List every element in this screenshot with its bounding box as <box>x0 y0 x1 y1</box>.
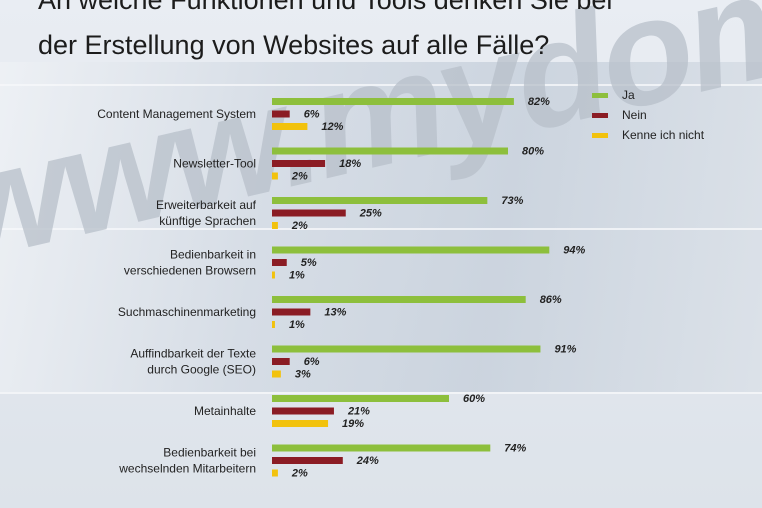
data-label: 25% <box>359 208 382 220</box>
category-label: Metainhalte <box>194 404 256 418</box>
data-label: 91% <box>554 344 576 356</box>
data-label: 2% <box>291 468 308 480</box>
data-label: 1% <box>289 270 305 282</box>
bar-2 <box>272 321 275 328</box>
category-label: Bedienbarkeit in <box>170 248 256 262</box>
background-stripe <box>0 228 762 230</box>
category-label: verschiedenen Browsern <box>124 264 256 278</box>
data-label: 74% <box>504 443 526 455</box>
data-label: 94% <box>563 245 585 257</box>
data-label: 73% <box>501 195 523 207</box>
data-label: 86% <box>540 294 562 306</box>
bar-1 <box>272 160 326 167</box>
bar-1 <box>272 457 343 464</box>
background-stripe <box>0 84 762 86</box>
background-band <box>0 62 762 392</box>
data-label: 80% <box>522 146 544 158</box>
bar-2 <box>272 123 308 130</box>
background-stripe <box>0 392 762 394</box>
category-label: Erweiterbarkeit auf <box>156 198 257 212</box>
bar-0 <box>272 444 491 452</box>
data-label: 6% <box>304 356 320 368</box>
category-label: Auffindbarkeit der Texte <box>130 347 256 361</box>
bar-2 <box>272 420 329 427</box>
category-label: künftige Sprachen <box>159 214 256 228</box>
bar-2 <box>272 172 278 180</box>
data-label: 60% <box>463 393 485 405</box>
data-label: 18% <box>339 158 361 170</box>
data-label: 1% <box>289 319 305 331</box>
data-label: 3% <box>295 369 311 381</box>
bar-0 <box>272 98 514 105</box>
data-label: 24% <box>356 455 379 467</box>
category-label: Suchmaschinenmarketing <box>118 305 256 319</box>
category-label: Newsletter-Tool <box>173 157 256 171</box>
bar-0 <box>272 395 449 402</box>
bar-1 <box>272 209 346 217</box>
bar-2 <box>272 370 281 378</box>
legend-swatch <box>592 93 608 98</box>
bar-1 <box>272 259 287 266</box>
bar-1 <box>272 308 311 316</box>
chart-title-line-2: der Erstellung von Websites auf alle Fäl… <box>38 30 550 60</box>
bar-2 <box>272 271 275 279</box>
bar-0 <box>272 296 526 303</box>
category-label: Bedienbarkeit bei <box>163 446 256 460</box>
category-label: wechselnden Mitarbeitern <box>118 462 256 476</box>
bar-0 <box>272 246 550 254</box>
bar-1 <box>272 110 290 118</box>
category-label: durch Google (SEO) <box>147 363 256 377</box>
data-label: 5% <box>301 257 317 269</box>
data-label: 6% <box>304 109 320 121</box>
bar-1 <box>272 407 334 415</box>
legend-label: Ja <box>622 88 635 102</box>
bar-0 <box>272 345 541 353</box>
bar-0 <box>272 147 508 155</box>
legend-label: Nein <box>622 108 647 122</box>
legend-swatch <box>592 113 608 118</box>
legend-label: Kenne ich nicht <box>622 128 705 142</box>
data-label: 2% <box>291 220 308 232</box>
bar-1 <box>272 358 290 365</box>
data-label: 12% <box>321 121 343 133</box>
data-label: 21% <box>347 406 370 418</box>
bar-2 <box>272 222 278 229</box>
bar-2 <box>272 469 278 477</box>
data-label: 2% <box>291 171 308 183</box>
data-label: 82% <box>528 96 550 108</box>
data-label: 19% <box>342 418 364 430</box>
chart-title-line-1: An welche Funktionen und Tools denken Si… <box>38 0 613 15</box>
bar-0 <box>272 197 488 204</box>
data-label: 13% <box>324 307 346 319</box>
legend-swatch <box>592 133 608 138</box>
category-label: Content Management System <box>97 107 256 121</box>
